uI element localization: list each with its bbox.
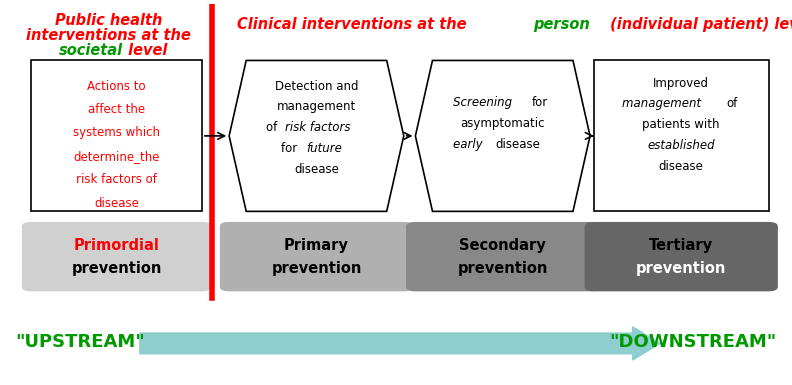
- Text: Public health: Public health: [55, 13, 162, 28]
- Text: affect the: affect the: [88, 103, 145, 116]
- Text: risk factors: risk factors: [284, 121, 350, 134]
- Text: asymptomatic: asymptomatic: [460, 117, 545, 130]
- Text: disease: disease: [94, 197, 139, 209]
- Text: "DOWNSTREAM": "DOWNSTREAM": [609, 333, 776, 350]
- Text: management: management: [622, 97, 705, 110]
- Text: prevention: prevention: [458, 261, 548, 276]
- Text: Screening: Screening: [453, 96, 516, 109]
- Text: for: for: [281, 142, 301, 155]
- Text: disease: disease: [496, 138, 540, 151]
- Text: determine_the: determine_the: [74, 150, 160, 163]
- FancyBboxPatch shape: [220, 222, 413, 291]
- FancyArrow shape: [140, 327, 660, 360]
- FancyBboxPatch shape: [22, 222, 211, 291]
- Text: Detection and: Detection and: [275, 80, 358, 93]
- Polygon shape: [229, 60, 404, 211]
- FancyBboxPatch shape: [406, 222, 600, 291]
- Text: Secondary: Secondary: [459, 238, 546, 253]
- FancyBboxPatch shape: [584, 222, 778, 291]
- Text: for: for: [532, 96, 548, 109]
- Text: societal: societal: [59, 44, 123, 59]
- Text: systems which: systems which: [73, 126, 160, 139]
- Text: Improved: Improved: [653, 77, 710, 90]
- Text: early: early: [453, 138, 486, 151]
- Text: Primary: Primary: [284, 238, 349, 253]
- Text: disease: disease: [294, 162, 339, 176]
- Text: prevention: prevention: [271, 261, 362, 276]
- Text: risk factors of: risk factors of: [76, 173, 157, 186]
- Text: interventions at the: interventions at the: [26, 28, 191, 44]
- Bar: [594, 60, 768, 211]
- Polygon shape: [416, 60, 590, 211]
- Text: "UPSTREAM": "UPSTREAM": [16, 333, 146, 350]
- Text: prevention: prevention: [636, 261, 726, 276]
- Text: level: level: [123, 44, 167, 59]
- Text: of: of: [726, 97, 738, 110]
- Text: Clinical interventions at the: Clinical interventions at the: [237, 17, 471, 32]
- Text: Tertiary: Tertiary: [649, 238, 714, 253]
- Text: disease: disease: [659, 160, 703, 172]
- Text: Primordial: Primordial: [74, 238, 159, 253]
- Text: future: future: [307, 142, 342, 155]
- Text: established: established: [647, 139, 715, 152]
- Text: management: management: [277, 100, 356, 113]
- Text: (individual patient) level: (individual patient) level: [605, 17, 792, 32]
- Text: patients with: patients with: [642, 118, 720, 131]
- Bar: [31, 60, 202, 211]
- Text: of: of: [265, 121, 280, 134]
- Text: person: person: [534, 17, 590, 32]
- Text: Actions to: Actions to: [87, 80, 146, 93]
- Text: prevention: prevention: [71, 261, 162, 276]
